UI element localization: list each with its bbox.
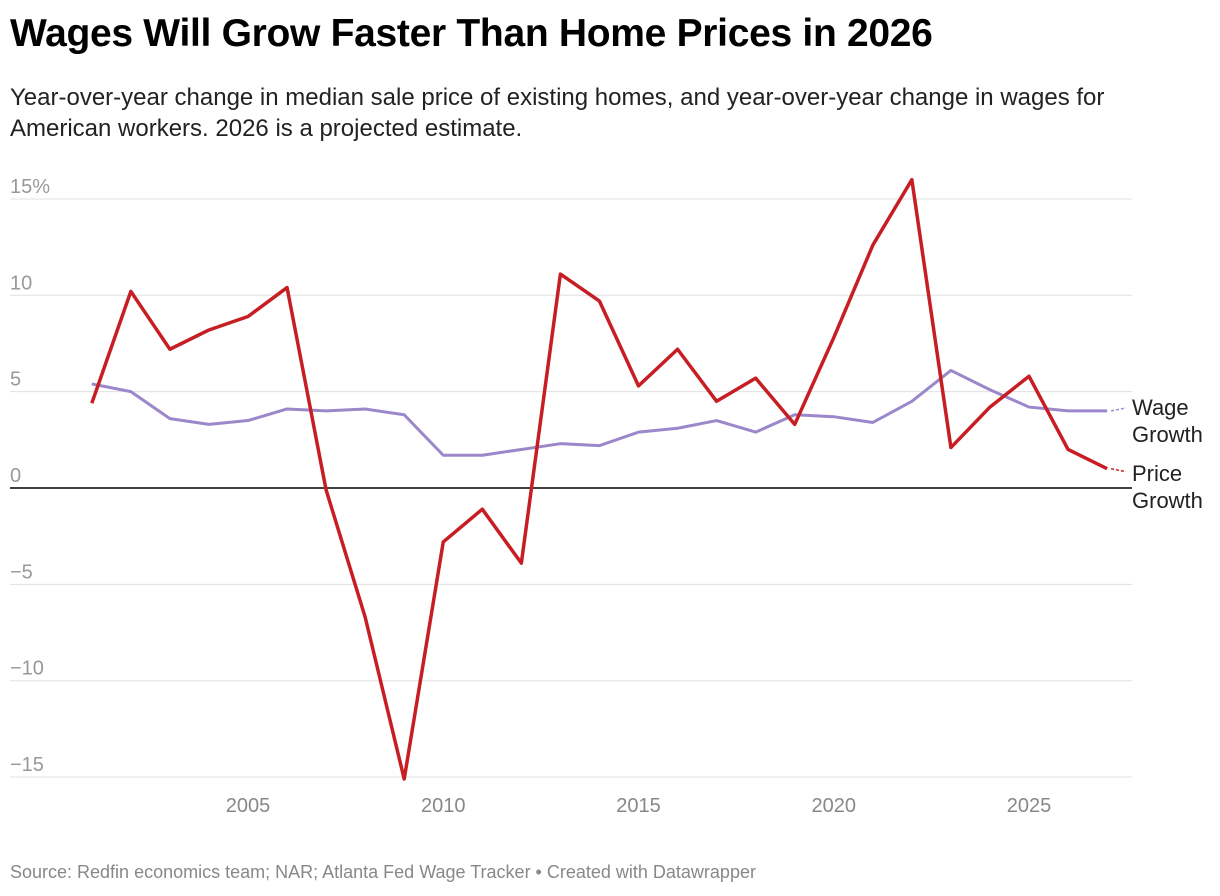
x-tick-label: 2015 bbox=[616, 795, 661, 817]
x-tick-label: 2025 bbox=[1007, 795, 1052, 817]
source-note: Source: Redfin economics team; NAR; Atla… bbox=[10, 862, 756, 882]
wage-growth-label: Wage bbox=[1132, 395, 1189, 420]
price-growth-line bbox=[90, 177, 1108, 781]
x-tick-label: 2020 bbox=[812, 795, 857, 817]
chart-subtitle: Year-over-year change in median sale pri… bbox=[10, 84, 1105, 142]
chart-title: Wages Will Grow Faster Than Home Prices … bbox=[10, 12, 933, 55]
y-tick-label: 15% bbox=[10, 176, 50, 198]
y-tick-label: 10 bbox=[10, 272, 32, 294]
y-tick-label: −15 bbox=[10, 754, 44, 776]
label-leader bbox=[1110, 467, 1127, 473]
y-tick-label: −5 bbox=[10, 561, 33, 583]
x-tick-label: 2005 bbox=[226, 795, 271, 817]
label-leader bbox=[1110, 407, 1127, 412]
price-growth-label: Price bbox=[1132, 461, 1182, 486]
price-growth-label: Growth bbox=[1132, 488, 1203, 513]
y-tick-label: −10 bbox=[10, 658, 44, 680]
y-tick-label: 5 bbox=[10, 369, 21, 391]
y-tick-label: 0 bbox=[10, 465, 21, 487]
wage-growth-label: Growth bbox=[1132, 422, 1203, 447]
x-tick-label: 2010 bbox=[421, 795, 466, 817]
